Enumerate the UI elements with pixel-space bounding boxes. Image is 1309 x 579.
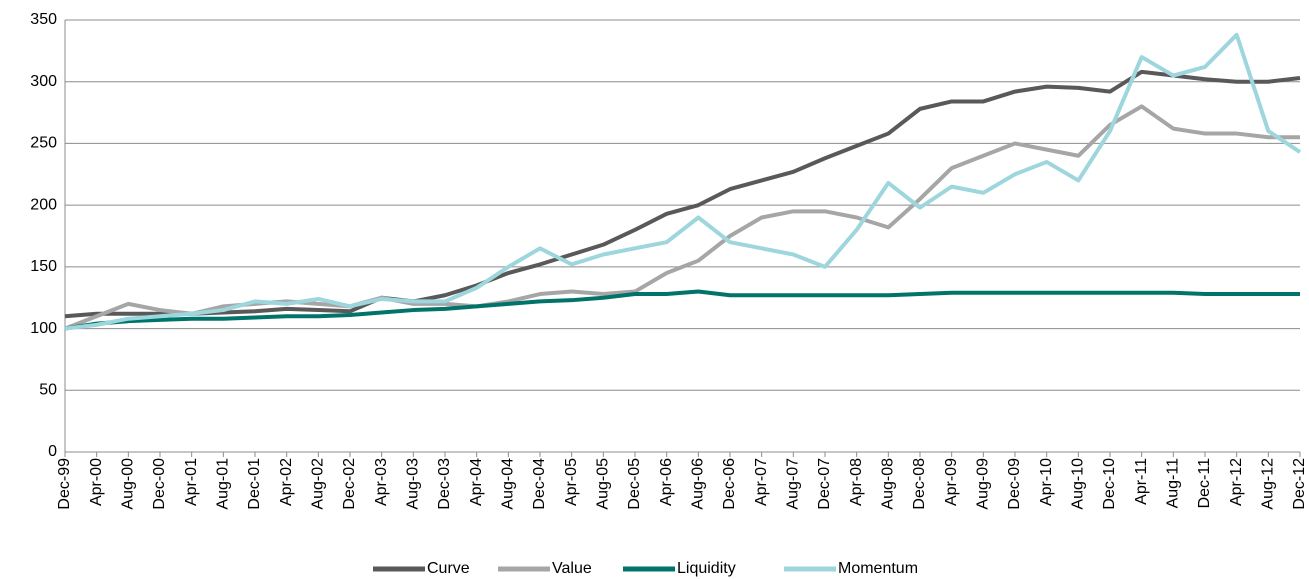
- y-tick-label: 50: [39, 382, 57, 399]
- x-tick-label: Dec-02: [341, 458, 358, 510]
- x-tick-label: Aug-00: [120, 458, 137, 510]
- x-tick-label: Apr-12: [1228, 458, 1245, 506]
- x-tick-label: Aug-09: [975, 458, 992, 510]
- x-tick-label: Dec-99: [56, 458, 73, 510]
- y-tick-label: 100: [30, 320, 57, 337]
- x-tick-label: Aug-05: [595, 458, 612, 510]
- x-tick-label: Dec-10: [1101, 458, 1118, 510]
- x-tick-label: Dec-09: [1006, 458, 1023, 510]
- x-tick-label: Aug-10: [1070, 458, 1087, 510]
- series-line: [64, 289, 1300, 331]
- x-tick-label: Apr-03: [373, 458, 390, 506]
- x-tick-label: Apr-11: [1133, 458, 1150, 505]
- x-tick-label: Apr-04: [468, 458, 485, 506]
- x-tick-label: Aug-04: [500, 458, 517, 510]
- series-line: [64, 69, 1301, 319]
- y-tick-label: 0: [48, 443, 57, 460]
- x-tick-label: Dec-06: [721, 458, 738, 510]
- x-tick-label: Apr-08: [848, 458, 865, 506]
- x-tick-label: Dec-04: [531, 458, 548, 510]
- y-tick-label: 200: [30, 196, 57, 213]
- x-tick-label: Dec-01: [246, 458, 263, 510]
- x-tick-label: Apr-02: [278, 458, 295, 506]
- x-tick-label: Apr-01: [183, 458, 200, 506]
- x-tick-label: Aug-03: [405, 458, 422, 510]
- x-tick-label: Aug-11: [1165, 458, 1182, 509]
- legend-label: Liquidity: [677, 560, 736, 577]
- y-tick-label: 150: [30, 258, 57, 275]
- x-tick-label: Apr-09: [943, 458, 960, 506]
- x-tick-label: Dec-07: [816, 458, 833, 510]
- y-tick-label: 250: [30, 135, 57, 152]
- legend-label: Momentum: [838, 560, 918, 577]
- x-tick-label: Apr-00: [88, 458, 105, 506]
- legend-label: Curve: [427, 560, 470, 577]
- x-tick-label: Aug-12: [1260, 458, 1277, 510]
- x-tick-label: Apr-05: [563, 458, 580, 506]
- y-tick-label: 300: [30, 73, 57, 90]
- x-tick-label: Aug-06: [690, 458, 707, 510]
- x-tick-label: Dec-00: [151, 458, 168, 510]
- x-tick-label: Aug-02: [310, 458, 327, 510]
- x-tick-label: Dec-11: [1196, 458, 1213, 508]
- x-tick-label: Aug-07: [785, 458, 802, 510]
- x-tick-label: Dec-08: [911, 458, 928, 510]
- series-line: [64, 104, 1300, 331]
- x-tick-label: Dec-12: [1291, 458, 1308, 510]
- legend-label: Value: [552, 560, 592, 577]
- x-tick-label: Apr-10: [1038, 458, 1055, 506]
- x-tick-label: Aug-01: [215, 458, 232, 510]
- y-tick-label: 350: [30, 11, 57, 28]
- series-line: [64, 32, 1302, 331]
- x-tick-label: Dec-05: [626, 458, 643, 510]
- x-tick-label: Dec-03: [436, 458, 453, 510]
- x-tick-label: Aug-08: [880, 458, 897, 510]
- x-tick-label: Apr-06: [658, 458, 675, 506]
- x-tick-label: Apr-07: [753, 458, 770, 506]
